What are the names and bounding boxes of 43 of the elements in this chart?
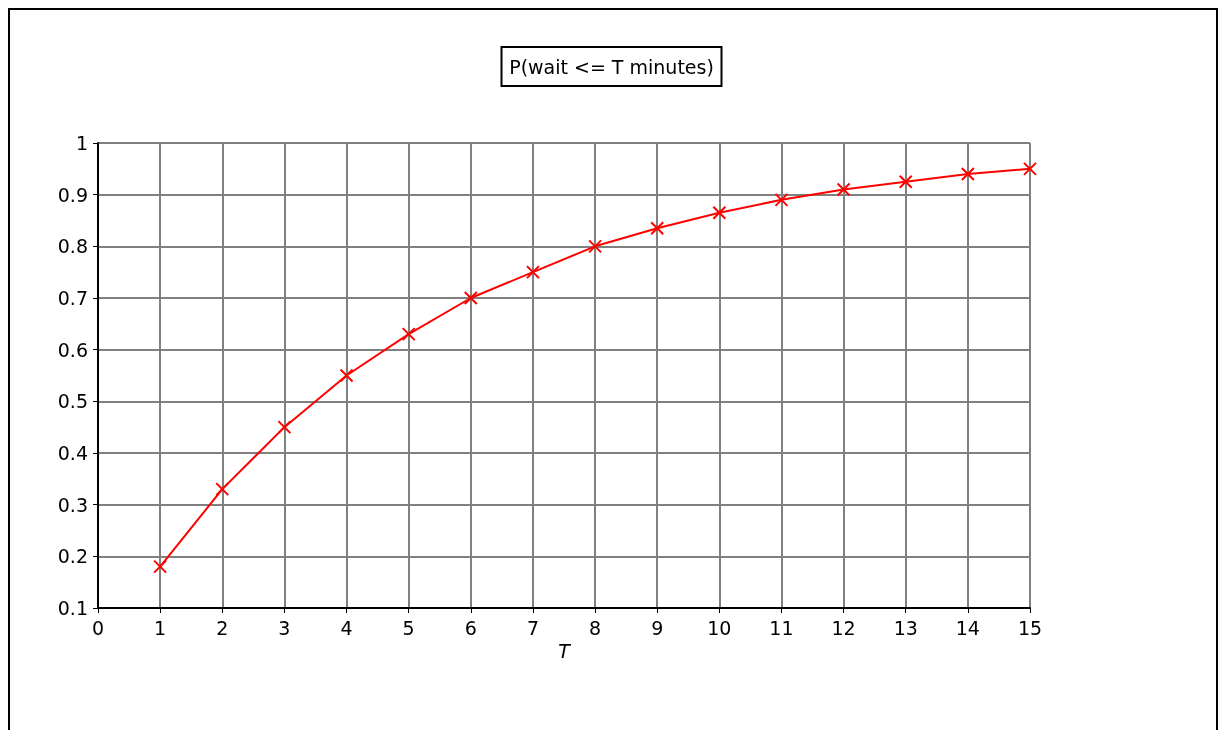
y-tick-label: 0.4 xyxy=(57,442,88,464)
chart-title: P(wait <= T minutes) xyxy=(509,55,714,78)
point xyxy=(401,327,416,342)
point xyxy=(215,482,230,497)
x-tick-label: 0 xyxy=(91,616,105,639)
x-tick-label: 9 xyxy=(651,616,664,639)
x-tick-label: 2 xyxy=(216,616,229,639)
y-tick-label: 0.7 xyxy=(57,287,88,309)
x-tick-label: 10 xyxy=(707,616,732,639)
x-tick-label: 8 xyxy=(589,616,602,639)
x-tick-label: 6 xyxy=(464,616,477,639)
x-tick-label: 13 xyxy=(893,616,918,639)
x-tick-label: 15 xyxy=(1017,616,1043,639)
point xyxy=(960,167,975,181)
x-tick-label: 5 xyxy=(402,616,415,639)
point xyxy=(525,265,540,280)
y-tick-label: 1 xyxy=(75,132,88,154)
point xyxy=(463,291,478,305)
point xyxy=(650,221,665,236)
point xyxy=(339,368,354,383)
point xyxy=(712,205,727,220)
y-tick-label: 0.5 xyxy=(57,390,88,413)
point xyxy=(277,420,292,435)
y-tick-label: 0.8 xyxy=(57,235,88,258)
x-tick-label: 3 xyxy=(278,616,291,639)
x-axis-title: T xyxy=(558,640,572,663)
x-tick-label: 7 xyxy=(526,616,539,639)
y-tick-label: 0.1 xyxy=(57,597,88,619)
x-tick-label: 12 xyxy=(831,616,856,639)
y-tick-label: 0.9 xyxy=(57,183,88,206)
x-tick-label: 4 xyxy=(340,616,353,639)
point xyxy=(588,239,603,254)
y-tick-label: 0.2 xyxy=(57,545,88,568)
x-tick-label: 14 xyxy=(955,616,980,639)
y-tick-label: 0.6 xyxy=(57,338,88,361)
point xyxy=(153,559,168,574)
x-tick-label: 11 xyxy=(769,616,794,639)
point xyxy=(774,192,789,207)
x-tick-label: 1 xyxy=(154,616,167,639)
point xyxy=(1023,161,1037,176)
point xyxy=(898,174,913,189)
point xyxy=(836,182,851,197)
y-tick-label: 0.3 xyxy=(57,493,88,516)
